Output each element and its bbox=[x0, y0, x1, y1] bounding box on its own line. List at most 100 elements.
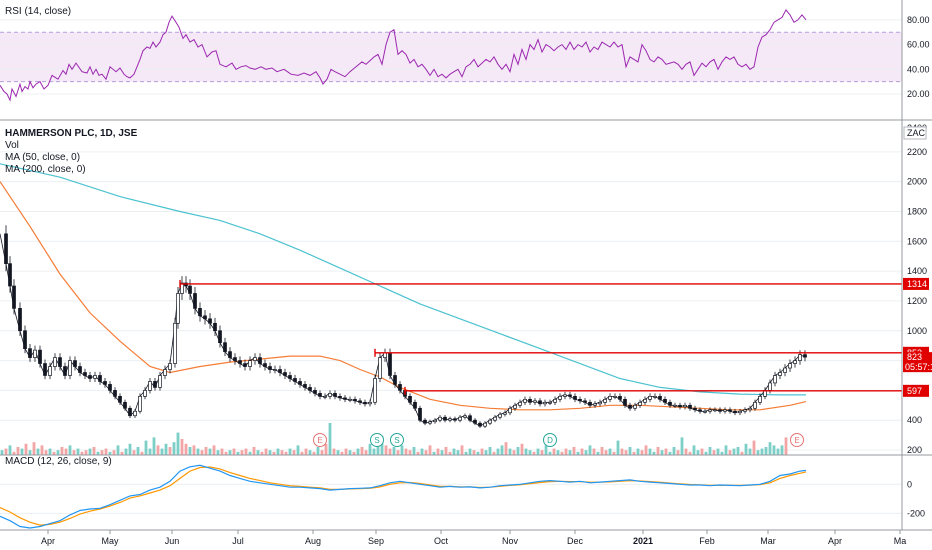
volume-bar bbox=[452, 448, 456, 455]
candle-body bbox=[143, 390, 147, 397]
candle-body bbox=[78, 366, 82, 373]
time-axis[interactable]: Apr May Jun Jul Aug Sep Oct Nov Dec 2021 Feb Mar Apr… bbox=[41, 530, 906, 546]
volume-bar bbox=[708, 447, 712, 455]
rsi-tick-label: 80.00 bbox=[907, 15, 930, 25]
volume-bar bbox=[416, 451, 420, 455]
candle-body bbox=[708, 409, 712, 412]
volume-bar bbox=[736, 447, 740, 455]
price-tick-label: 200 bbox=[907, 445, 922, 455]
event-marker-earnings[interactable] bbox=[313, 433, 327, 447]
volume-bar bbox=[316, 447, 320, 455]
candle-body bbox=[173, 322, 177, 364]
rsi-pane[interactable]: RSI (14, close) 20.00 40.00 60.00 80.00 bbox=[0, 6, 930, 102]
volume-bar bbox=[700, 448, 704, 455]
macd-series-line bbox=[0, 464, 807, 529]
currency-box[interactable] bbox=[903, 126, 927, 140]
macd-grid bbox=[0, 483, 902, 514]
candle-body bbox=[748, 407, 752, 411]
volume-bar bbox=[344, 448, 348, 455]
volume-bar bbox=[192, 445, 196, 455]
event-marker-split[interactable] bbox=[390, 433, 404, 447]
volume-bar bbox=[124, 448, 128, 455]
volume-bar bbox=[504, 442, 508, 455]
price-tick-label: 400 bbox=[907, 415, 922, 425]
volume-bar bbox=[264, 448, 268, 455]
volume-bar bbox=[756, 450, 760, 455]
level-tag-label: 1314 bbox=[907, 279, 927, 289]
time-axis-label: Ma bbox=[894, 536, 907, 546]
level-tag-label: 597 bbox=[907, 386, 922, 396]
volume-bar bbox=[216, 450, 220, 455]
candle-body bbox=[368, 401, 372, 405]
candle-body bbox=[663, 398, 667, 403]
event-marker-label: E bbox=[794, 436, 799, 445]
event-marker-split[interactable] bbox=[370, 433, 384, 447]
volume-bar bbox=[724, 445, 728, 455]
candle-body bbox=[513, 404, 517, 409]
volume-bar bbox=[552, 448, 556, 455]
volume-bar bbox=[648, 448, 652, 455]
volume-bar bbox=[308, 450, 312, 455]
volume-bar bbox=[476, 451, 480, 455]
candle-body bbox=[180, 282, 184, 294]
candle-body bbox=[703, 410, 707, 413]
candle-body bbox=[73, 360, 77, 367]
candle-body bbox=[118, 396, 122, 403]
volume-bar bbox=[620, 448, 624, 455]
volume-bar bbox=[248, 451, 252, 455]
volume-bar bbox=[96, 451, 100, 455]
volume-bar bbox=[328, 423, 332, 455]
volume-bar bbox=[112, 450, 116, 455]
candle-body bbox=[153, 381, 157, 388]
candle-body bbox=[638, 401, 642, 406]
candle-body bbox=[428, 421, 432, 424]
volume-bar bbox=[684, 448, 688, 455]
volume-bar bbox=[688, 451, 692, 455]
volume-bar bbox=[304, 448, 308, 455]
candle-body bbox=[533, 400, 537, 403]
rsi-tick-label: 60.00 bbox=[907, 40, 930, 50]
volume-bar bbox=[444, 447, 448, 455]
candle-body bbox=[628, 404, 632, 409]
volume-bar bbox=[496, 448, 500, 455]
macd-pane[interactable]: MACD (12, 26, close, 9) -200 0 bbox=[0, 456, 925, 529]
event-marker-dividend[interactable] bbox=[543, 433, 557, 447]
price-pane[interactable]: E S S D E HAMMERSON PLC, 1D, JSE Vol MA (50,… bbox=[0, 123, 932, 455]
volume-bar bbox=[84, 450, 88, 455]
volume-bar bbox=[652, 451, 656, 455]
candle-body bbox=[313, 390, 317, 394]
volume-bar bbox=[92, 447, 96, 455]
candle-body bbox=[113, 390, 117, 397]
candle-body bbox=[138, 396, 142, 412]
volume-bar bbox=[520, 443, 524, 455]
volume-bar bbox=[356, 448, 360, 455]
time-axis-label: Dec bbox=[567, 536, 584, 546]
event-marker-earnings[interactable] bbox=[790, 433, 804, 447]
candle-body bbox=[4, 233, 8, 265]
volume-bar bbox=[532, 451, 536, 455]
volume-bar bbox=[656, 447, 660, 455]
volume-bar bbox=[784, 437, 788, 455]
volume-bar bbox=[680, 437, 684, 455]
macd-tick-label: -200 bbox=[907, 508, 925, 518]
volume-bar bbox=[624, 450, 628, 455]
candle-body bbox=[63, 366, 67, 376]
volume-bar bbox=[748, 448, 752, 455]
volume-bar bbox=[4, 448, 8, 455]
volume-bar bbox=[76, 448, 80, 455]
candle-body bbox=[248, 360, 252, 367]
volume-bar bbox=[420, 448, 424, 455]
volume-bar bbox=[632, 451, 636, 455]
volume-bar bbox=[556, 450, 560, 455]
candle-body bbox=[718, 409, 722, 412]
volume-bar bbox=[664, 448, 668, 455]
candle-body bbox=[653, 396, 657, 398]
candle-body bbox=[553, 398, 557, 403]
candle-body bbox=[203, 315, 207, 320]
candle-body bbox=[28, 348, 32, 358]
volume-bar bbox=[40, 445, 44, 455]
volume-bar bbox=[404, 448, 408, 455]
volume-bar bbox=[336, 450, 340, 455]
candle-body bbox=[338, 396, 342, 399]
